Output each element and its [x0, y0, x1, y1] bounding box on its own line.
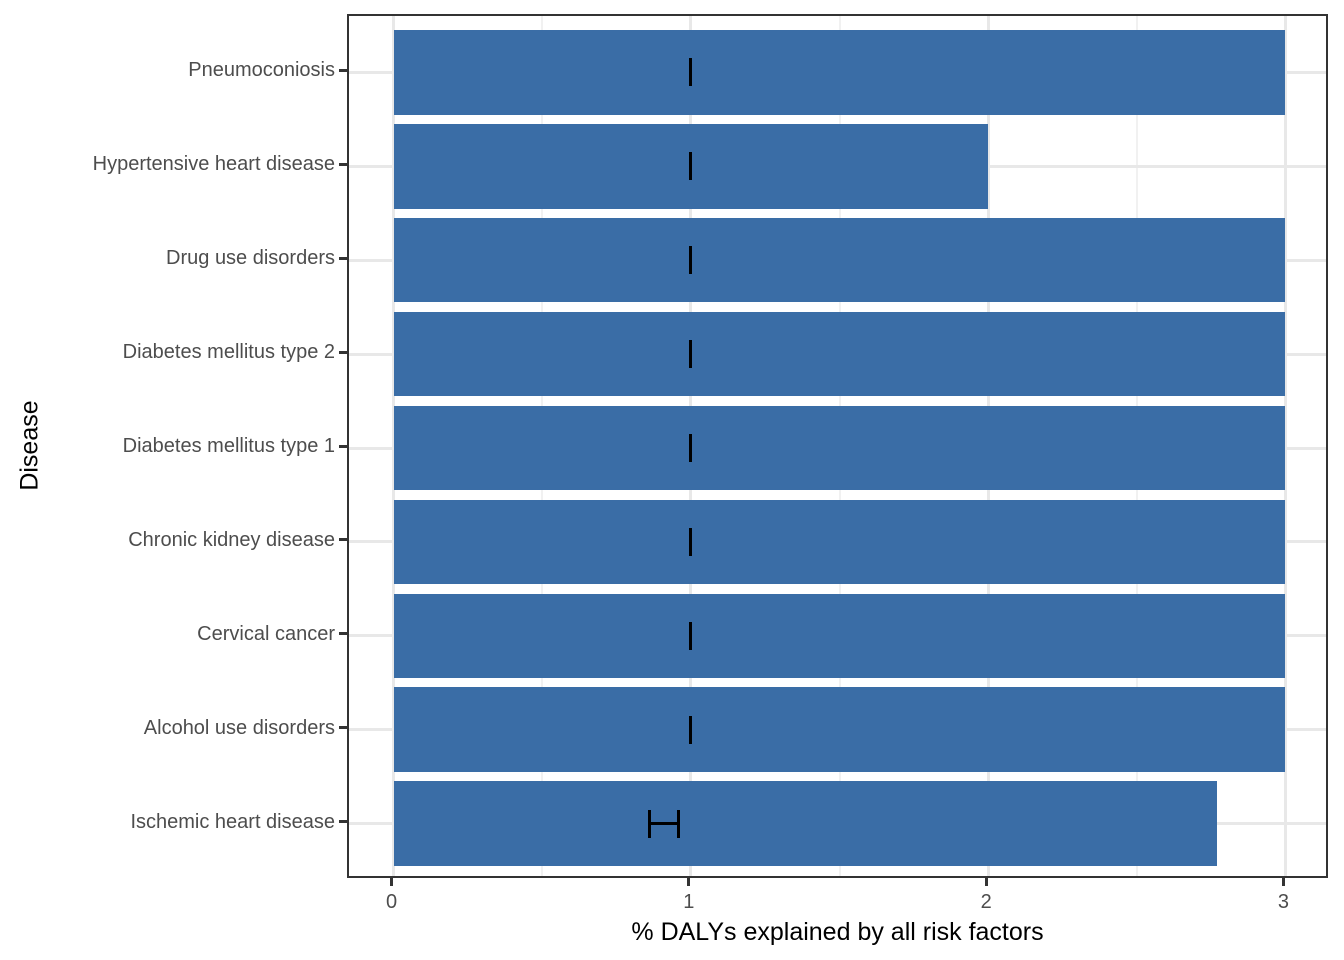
x-axis-tick [687, 878, 691, 886]
error-bar [689, 433, 693, 463]
bar [393, 593, 1286, 679]
x-axis-tick [984, 878, 988, 886]
bar [393, 687, 1286, 772]
y-axis-tick [339, 726, 347, 730]
y-axis-tick [339, 820, 347, 824]
y-tick-label: Chronic kidney disease [128, 528, 335, 551]
error-bar-line [689, 446, 693, 450]
error-bar [689, 621, 693, 650]
bar [393, 30, 1286, 115]
y-tick-label: Drug use disorders [166, 247, 335, 270]
y-axis-tick [339, 68, 347, 72]
y-tick-label: Diabetes mellitus type 2 [122, 341, 335, 364]
y-axis-tick [339, 632, 347, 636]
error-bar [689, 715, 693, 744]
plot-panel [347, 14, 1328, 878]
y-tick-label: Hypertensive heart disease [92, 153, 335, 176]
error-bar [689, 58, 693, 87]
x-tick-label: 0 [386, 891, 398, 913]
x-tick-label: 3 [1277, 891, 1289, 913]
error-bar [689, 152, 693, 181]
bar [393, 217, 1286, 303]
error-bar-line [689, 728, 693, 732]
y-tick-label: Ischemic heart disease [130, 810, 335, 833]
error-bar-line [689, 352, 693, 356]
x-axis-title: % DALYs explained by all risk factors [631, 918, 1044, 946]
bar [393, 311, 1286, 397]
error-bar-line [689, 540, 693, 544]
y-tick-label: Pneumoconiosis [188, 59, 335, 82]
error-bar [647, 809, 681, 838]
x-axis-tick [1281, 878, 1285, 886]
error-bar-line [689, 164, 693, 168]
error-bar-line [689, 258, 693, 262]
y-axis-tick [339, 350, 347, 354]
error-bar [689, 246, 693, 275]
error-bar [689, 340, 693, 369]
bar [393, 499, 1286, 585]
y-axis-tick [339, 256, 347, 260]
bar [393, 405, 1286, 491]
y-axis-tick [339, 162, 347, 166]
error-bar [689, 527, 693, 556]
error-bar-line [689, 634, 693, 638]
y-tick-label: Diabetes mellitus type 1 [122, 435, 335, 457]
x-tick-label: 2 [980, 891, 992, 913]
x-tick-label: 1 [683, 891, 695, 913]
bar [393, 781, 1218, 866]
error-bar-line [689, 70, 693, 74]
y-tick-label: Alcohol use disorders [143, 716, 335, 739]
y-axis-tick [339, 538, 347, 542]
y-axis-tick [339, 444, 347, 448]
x-axis-tick [390, 878, 394, 886]
error-bar-line [647, 822, 681, 826]
gridline-major-vertical [1283, 16, 1287, 876]
y-tick-label: Cervical cancer [197, 622, 335, 645]
